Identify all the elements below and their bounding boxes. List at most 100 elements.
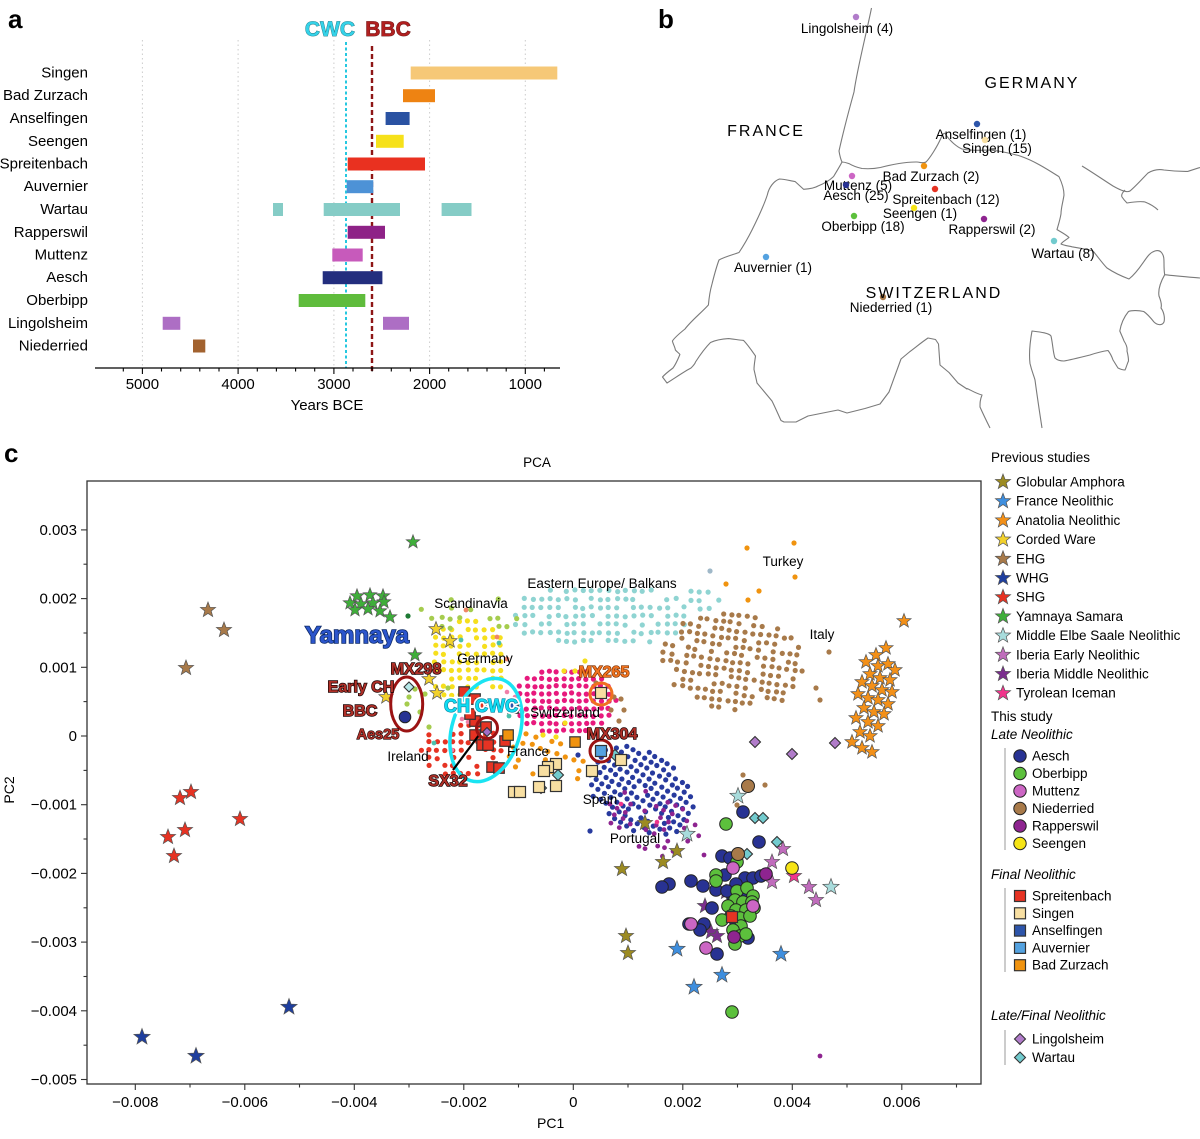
svg-text:−0.005: −0.005: [31, 1072, 77, 1089]
svg-text:Rapperswil: Rapperswil: [1032, 819, 1099, 834]
svg-text:Wartau: Wartau: [1032, 1050, 1075, 1065]
svg-text:1000: 1000: [509, 376, 542, 393]
svg-text:Auvernier (1): Auvernier (1): [734, 260, 812, 275]
svg-text:GERMANY: GERMANY: [985, 75, 1080, 92]
svg-text:Globular Amphora: Globular Amphora: [1016, 475, 1125, 490]
svg-text:PCA: PCA: [523, 455, 551, 470]
svg-text:Oberbipp (18): Oberbipp (18): [821, 219, 904, 234]
svg-text:−0.006: −0.006: [222, 1094, 268, 1111]
svg-text:Late/Final Neolithic: Late/Final Neolithic: [991, 1008, 1106, 1023]
svg-text:Middle Elbe Saale Neolithic: Middle Elbe Saale Neolithic: [1016, 628, 1181, 643]
svg-text:Rapperswil: Rapperswil: [14, 224, 88, 241]
svg-text:−0.004: −0.004: [331, 1094, 377, 1111]
svg-text:0.006: 0.006: [883, 1094, 921, 1111]
svg-text:Singen: Singen: [1032, 906, 1074, 921]
svg-text:Tyrolean Iceman: Tyrolean Iceman: [1016, 686, 1116, 701]
svg-text:Spreitenbach (12): Spreitenbach (12): [892, 192, 999, 207]
svg-text:Switzerland: Switzerland: [530, 705, 600, 720]
svg-text:0.002: 0.002: [39, 591, 77, 608]
svg-text:CH CWC: CH CWC: [444, 696, 518, 716]
svg-text:Auvernier: Auvernier: [24, 178, 88, 195]
svg-text:5000: 5000: [126, 376, 159, 393]
svg-text:Corded Ware: Corded Ware: [1016, 532, 1096, 547]
svg-text:4000: 4000: [221, 376, 254, 393]
svg-text:PC2: PC2: [1, 776, 17, 803]
svg-text:Bad Zurzach (2): Bad Zurzach (2): [883, 169, 980, 184]
svg-text:Wartau (8): Wartau (8): [1031, 246, 1094, 261]
svg-text:Iberia Early Neolithic: Iberia Early Neolithic: [1016, 647, 1140, 662]
svg-text:BBC: BBC: [343, 703, 378, 720]
svg-text:c: c: [4, 438, 18, 468]
svg-text:0.004: 0.004: [774, 1094, 812, 1111]
svg-text:Oberbipp: Oberbipp: [1032, 766, 1088, 781]
svg-text:France: France: [507, 744, 549, 759]
svg-text:Niederried (1): Niederried (1): [850, 300, 933, 315]
svg-text:Lingolsheim (4): Lingolsheim (4): [801, 21, 893, 36]
svg-text:WHG: WHG: [1016, 571, 1049, 586]
svg-text:Final Neolithic: Final Neolithic: [991, 867, 1076, 882]
svg-text:Seengen: Seengen: [1032, 836, 1086, 851]
svg-text:−0.008: −0.008: [112, 1094, 158, 1111]
svg-text:Aesch: Aesch: [1032, 749, 1070, 764]
svg-text:Spain: Spain: [583, 792, 618, 807]
svg-text:Lingolsheim: Lingolsheim: [1032, 1032, 1104, 1047]
svg-text:CH CWC: CH CWC: [444, 696, 518, 716]
svg-text:This study: This study: [991, 709, 1053, 724]
svg-text:Wartau: Wartau: [40, 201, 88, 218]
svg-text:a: a: [8, 4, 23, 34]
svg-text:Rapperswil (2): Rapperswil (2): [948, 222, 1035, 237]
svg-text:Bad Zurzach: Bad Zurzach: [3, 87, 88, 104]
svg-text:Late Neolithic: Late Neolithic: [991, 727, 1073, 742]
svg-text:Singen: Singen: [41, 65, 88, 82]
svg-text:EHG: EHG: [1016, 551, 1045, 566]
svg-text:Muttenz: Muttenz: [1032, 784, 1080, 799]
svg-text:Portugal: Portugal: [610, 831, 660, 846]
svg-text:Seengen: Seengen: [28, 133, 88, 150]
svg-text:−0.004: −0.004: [31, 1003, 77, 1020]
svg-text:0: 0: [69, 728, 77, 745]
svg-text:Aesch: Aesch: [46, 269, 88, 286]
svg-text:Yamnaya Samara: Yamnaya Samara: [1016, 609, 1124, 624]
svg-text:−0.002: −0.002: [441, 1094, 487, 1111]
svg-text:SHG: SHG: [1016, 590, 1045, 605]
svg-text:Eastern Europe/ Balkans: Eastern Europe/ Balkans: [527, 576, 677, 591]
svg-text:Spreitenbach: Spreitenbach: [0, 156, 88, 173]
svg-text:MX304: MX304: [587, 726, 638, 743]
svg-text:Anatolia Neolithic: Anatolia Neolithic: [1016, 513, 1121, 528]
svg-text:FRANCE: FRANCE: [727, 123, 805, 140]
svg-text:SX32: SX32: [428, 773, 467, 790]
svg-text:BBC: BBC: [365, 18, 411, 41]
svg-text:Singen (15): Singen (15): [962, 141, 1032, 156]
svg-text:0.001: 0.001: [39, 659, 77, 676]
svg-text:Seengen (1): Seengen (1): [883, 206, 957, 221]
svg-text:Italy: Italy: [810, 627, 835, 642]
svg-text:Niederried: Niederried: [1032, 801, 1094, 816]
svg-text:2000: 2000: [413, 376, 446, 393]
svg-text:Previous studies: Previous studies: [991, 450, 1090, 465]
svg-text:Yamnaya: Yamnaya: [305, 622, 410, 649]
svg-text:France Neolithic: France Neolithic: [1016, 494, 1114, 509]
svg-text:SWITZERLAND: SWITZERLAND: [866, 285, 1003, 302]
svg-text:Years BCE: Years BCE: [291, 397, 364, 414]
svg-text:Germany: Germany: [457, 651, 513, 666]
svg-text:Auvernier: Auvernier: [1032, 940, 1090, 955]
svg-text:PC1: PC1: [537, 1115, 564, 1131]
svg-text:b: b: [658, 4, 674, 34]
svg-text:0.002: 0.002: [664, 1094, 702, 1111]
svg-text:Scandinavia: Scandinavia: [434, 596, 508, 611]
svg-text:MX298: MX298: [391, 661, 442, 678]
svg-text:Aesch (25): Aesch (25): [823, 188, 888, 203]
svg-text:−0.002: −0.002: [31, 865, 77, 882]
svg-text:Aes25: Aes25: [357, 727, 400, 743]
svg-text:Anselfingen: Anselfingen: [1032, 923, 1103, 938]
svg-text:Lingolsheim: Lingolsheim: [8, 315, 88, 332]
svg-text:Ireland: Ireland: [387, 749, 428, 764]
svg-text:Anselfingen: Anselfingen: [10, 110, 88, 127]
svg-text:Niederried: Niederried: [19, 338, 88, 355]
svg-text:0.003: 0.003: [39, 522, 77, 539]
svg-text:3000: 3000: [317, 376, 350, 393]
svg-text:MX265: MX265: [579, 664, 630, 681]
svg-text:Muttenz (5): Muttenz (5): [824, 178, 892, 193]
svg-text:CWC: CWC: [305, 18, 355, 41]
svg-text:Bad Zurzach: Bad Zurzach: [1032, 958, 1109, 973]
